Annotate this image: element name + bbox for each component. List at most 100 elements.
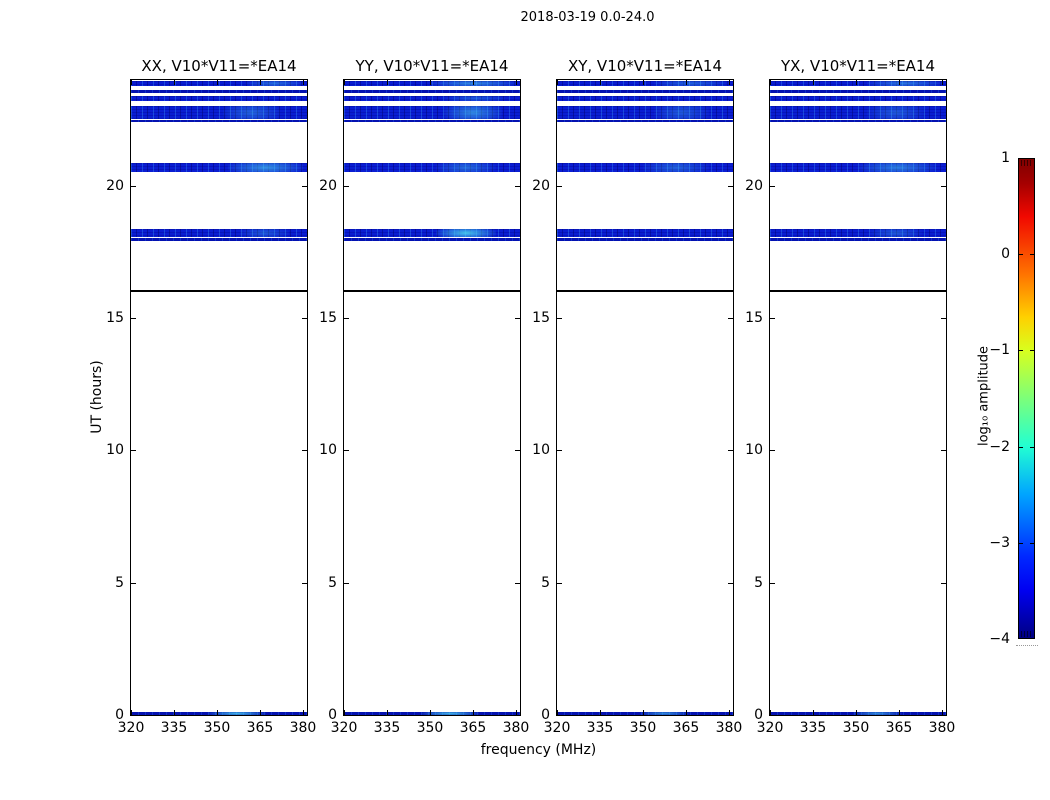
colorbar-tick [1030,350,1034,352]
panel-title: YX, V10*V11=*EA14 [780,57,936,75]
x-tick-label: 335 [160,720,188,736]
x-tick [259,80,261,85]
rfi-band [344,81,520,86]
rfi-band [344,162,520,173]
colorbar-tick-label: −2 [989,438,1010,455]
y-tick [131,450,136,452]
band-highlight [435,229,496,238]
band-highlight [435,162,496,173]
rfi-band [131,89,307,94]
y-tick [344,185,349,187]
y-tick [131,185,136,187]
y-tick-label: 10 [319,442,337,459]
y-tick [728,318,733,320]
band-highlight [867,106,925,120]
y-tick [728,715,733,716]
y-tick-label: 20 [745,177,763,194]
y-tick [302,582,307,584]
x-tick [173,710,175,715]
rfi-band [131,229,307,238]
panel-title: XY, V10*V11=*EA14 [567,57,723,75]
x-tick-label: 320 [117,720,145,736]
colorbar-tick [1019,446,1023,448]
y-tick-label: 5 [328,574,337,591]
y-tick [941,318,946,320]
y-tick [344,450,349,452]
y-tick [515,318,520,320]
x-tick-label: 335 [586,720,614,736]
rfi-band [557,229,733,238]
y-tick [557,318,562,320]
x-tick [386,710,388,715]
x-tick [599,80,601,85]
colorbar-underflow-dots [1016,645,1038,646]
x-tick-label: 380 [289,720,317,736]
band-highlight [640,712,689,715]
x-tick [259,710,261,715]
y-tick [557,185,562,187]
y-tick-label: 0 [115,707,124,723]
band-highlight [870,229,922,238]
x-tick [429,80,431,85]
y-tick [131,582,136,584]
rfi-band [344,238,520,241]
x-tick [131,710,132,715]
y-tick-label: 10 [106,442,124,459]
y-tick [515,450,520,452]
x-tick [386,80,388,85]
rfi-band [131,712,307,715]
y-tick-label: 5 [115,574,124,591]
panel-title: YY, V10*V11=*EA14 [355,57,509,75]
x-tick [941,80,943,85]
x-tick [173,80,175,85]
rfi-band [557,238,733,241]
x-tick [599,710,601,715]
y-tick-label: 15 [745,310,763,327]
rfi-band [770,89,946,94]
band-highlight [654,106,709,120]
x-tick [131,80,132,85]
y-tick-label: 10 [532,442,550,459]
rfi-band [770,712,946,715]
band-highlight [867,81,942,86]
x-tick-label: 320 [330,720,358,736]
x-tick-label: 335 [799,720,827,736]
x-tick-label: 380 [715,720,743,736]
rfi-band [557,89,733,94]
panel-yx: YX, V10*V11=*EA14 320 335 350 365 380 20 15 10 5 0 [745,57,955,736]
x-tick [302,80,304,85]
rfi-band [770,96,946,102]
x-tick-label: 350 [203,720,231,736]
rfi-band [557,106,733,120]
y-tick [941,715,946,716]
y-tick-label: 5 [541,574,550,591]
y-tick [302,318,307,320]
colorbar-tick-label: −3 [989,534,1010,551]
x-tick [216,80,218,85]
rfi-band [770,238,946,241]
rfi-band [344,106,520,120]
x-tick [770,80,771,85]
rfi-band [770,162,946,173]
y-tick-label: 15 [319,310,337,327]
band-highlight [444,96,505,102]
x-tick [941,710,943,715]
band-highlight [421,712,479,715]
y-tick [302,185,307,187]
figure-title: 2018-03-19 0.0-24.0 [520,10,655,25]
y-tick [728,450,733,452]
rfi-band [557,162,733,173]
x-tick [728,80,730,85]
x-tick-label: 320 [756,720,784,736]
y-tick [770,450,775,452]
x-tick [685,710,687,715]
x-tick [812,80,814,85]
rfi-band [770,81,946,86]
x-tick-label: 365 [246,720,274,736]
colorbar-tick-label: 0 [1001,246,1010,263]
x-tick-label: 380 [502,720,530,736]
rfi-band [131,81,307,86]
rfi-band [557,712,733,715]
band-highlight [222,106,281,120]
